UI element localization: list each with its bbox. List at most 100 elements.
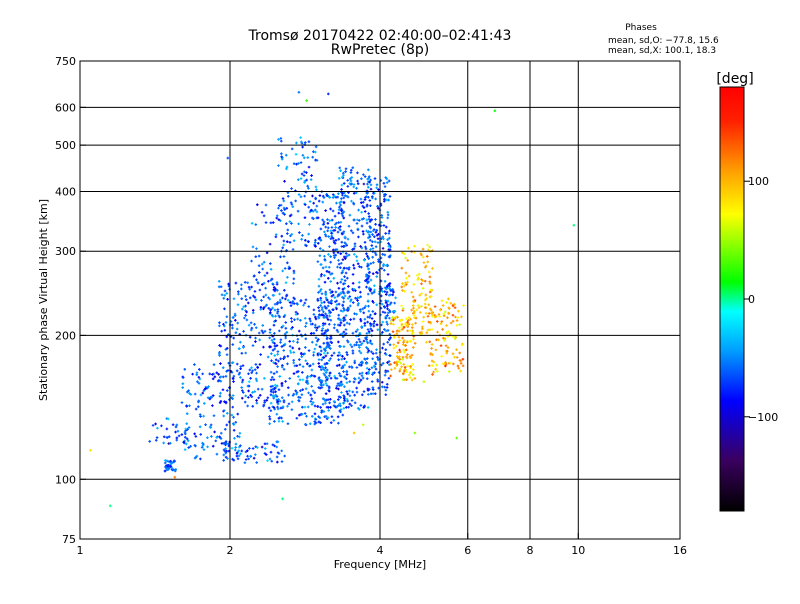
echo-point bbox=[311, 155, 314, 159]
echo-point bbox=[278, 298, 282, 302]
echo-point bbox=[271, 388, 275, 391]
echo-point bbox=[437, 313, 441, 316]
echo-point bbox=[462, 304, 465, 307]
echo-point bbox=[310, 174, 313, 177]
echo-point bbox=[370, 291, 374, 295]
echo-point bbox=[355, 312, 358, 316]
echo-point bbox=[225, 389, 229, 392]
echo-point bbox=[263, 452, 267, 455]
echo-point bbox=[286, 228, 290, 232]
echo-point bbox=[276, 400, 279, 403]
echo-point bbox=[300, 412, 304, 416]
echo-point bbox=[313, 347, 317, 351]
echo-point bbox=[264, 304, 268, 308]
echo-point bbox=[318, 345, 322, 349]
echo-point bbox=[360, 177, 363, 180]
echo-point bbox=[246, 454, 249, 458]
echo-point bbox=[376, 206, 380, 210]
echo-point bbox=[393, 316, 396, 320]
echo-point bbox=[202, 414, 205, 418]
echo-point bbox=[382, 268, 386, 272]
echo-point bbox=[444, 344, 448, 348]
echo-point bbox=[409, 356, 413, 359]
echo-point bbox=[352, 183, 356, 186]
echo-point bbox=[247, 389, 250, 393]
echo-point bbox=[196, 380, 199, 384]
echo-point bbox=[271, 221, 275, 224]
echo-point bbox=[345, 351, 349, 354]
echo-point bbox=[366, 328, 370, 331]
echo-point bbox=[367, 280, 370, 284]
echo-point bbox=[350, 345, 354, 349]
echo-point bbox=[297, 329, 301, 333]
echo-point bbox=[206, 445, 209, 449]
echo-point bbox=[322, 196, 326, 199]
echo-point bbox=[319, 304, 322, 307]
echo-point bbox=[316, 297, 320, 301]
echo-point bbox=[339, 345, 342, 348]
echo-point bbox=[344, 257, 347, 260]
echo-point bbox=[224, 401, 228, 405]
echo-point bbox=[345, 390, 349, 393]
echo-point bbox=[306, 184, 309, 188]
echo-point bbox=[320, 364, 324, 368]
echo-point bbox=[373, 177, 377, 180]
echo-point bbox=[407, 319, 410, 322]
echo-point bbox=[236, 321, 240, 325]
echo-point bbox=[323, 369, 327, 372]
echo-point bbox=[307, 205, 310, 209]
echo-point bbox=[175, 423, 179, 427]
echo-point bbox=[268, 331, 272, 334]
echo-point bbox=[306, 405, 310, 409]
echo-point bbox=[280, 449, 283, 453]
echo-point bbox=[394, 296, 397, 300]
echo-point bbox=[355, 366, 359, 369]
echo-point bbox=[393, 301, 396, 305]
echo-point bbox=[232, 422, 235, 425]
echo-point bbox=[337, 318, 341, 321]
echo-point bbox=[305, 171, 308, 174]
echo-point bbox=[316, 216, 320, 220]
echo-point bbox=[358, 340, 362, 344]
echo-point bbox=[357, 208, 360, 212]
echo-point bbox=[222, 414, 225, 418]
echo-point bbox=[278, 292, 281, 296]
echo-point bbox=[456, 364, 460, 368]
echo-point bbox=[254, 326, 258, 330]
echo-point bbox=[420, 253, 423, 257]
echo-point bbox=[333, 214, 337, 218]
echo-point bbox=[223, 400, 226, 404]
echo-point bbox=[368, 199, 372, 202]
echo-point bbox=[329, 318, 333, 322]
echo-point bbox=[386, 211, 390, 214]
echo-point bbox=[307, 140, 311, 143]
echo-point bbox=[329, 397, 332, 401]
echo-point bbox=[298, 378, 302, 382]
echo-point bbox=[390, 368, 393, 371]
echo-point bbox=[338, 205, 341, 209]
echo-point bbox=[289, 304, 293, 307]
echo-point bbox=[424, 298, 427, 302]
echo-point bbox=[195, 371, 199, 375]
echo-point bbox=[360, 224, 364, 228]
echo-point bbox=[286, 299, 290, 302]
y-tick-label: 75 bbox=[62, 533, 76, 546]
echo-point bbox=[167, 435, 171, 438]
echo-point bbox=[338, 228, 342, 232]
echo-point bbox=[232, 336, 235, 340]
echo-point bbox=[288, 345, 292, 348]
echo-point bbox=[300, 355, 304, 358]
echo-point bbox=[380, 323, 383, 327]
echo-point bbox=[290, 187, 293, 190]
echo-point bbox=[323, 322, 327, 326]
echo-point bbox=[174, 425, 178, 429]
echo-point bbox=[327, 270, 331, 274]
echo-point bbox=[382, 237, 385, 241]
echo-point bbox=[268, 422, 271, 425]
echo-point bbox=[320, 329, 324, 332]
echo-point bbox=[225, 315, 229, 319]
echo-point bbox=[359, 351, 363, 355]
echo-point bbox=[187, 426, 191, 429]
echo-point bbox=[219, 437, 223, 440]
echo-point bbox=[297, 413, 301, 417]
